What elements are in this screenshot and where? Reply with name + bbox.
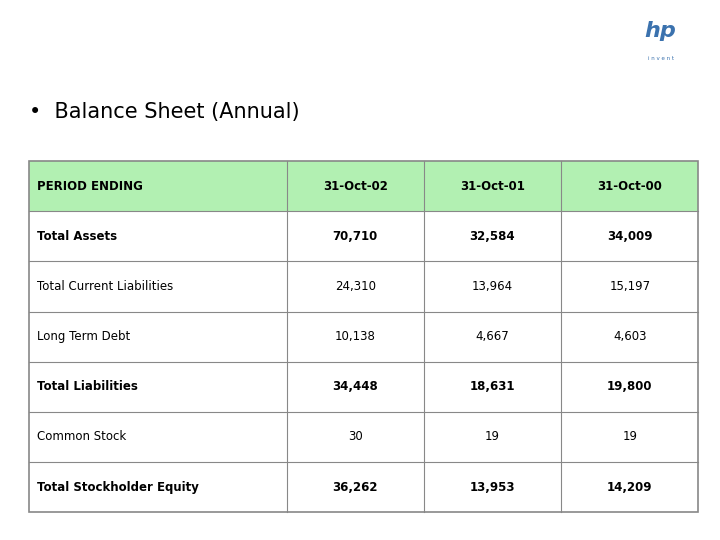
Bar (29, 362, 698, 412)
Text: 24,310: 24,310 (335, 280, 376, 293)
Text: 31-Oct-01: 31-Oct-01 (460, 180, 525, 193)
Text: hp: hp (644, 21, 677, 41)
Text: 34,448: 34,448 (333, 380, 378, 393)
Text: 19,800: 19,800 (607, 380, 652, 393)
Text: Total Liabilities: Total Liabilities (37, 380, 138, 393)
Text: 4,603: 4,603 (613, 330, 647, 343)
Text: 36,262: 36,262 (333, 481, 378, 494)
Bar (29, 412, 698, 462)
Text: PERIOD ENDING: PERIOD ENDING (37, 180, 143, 193)
Text: 19: 19 (485, 430, 500, 443)
Bar (29, 261, 698, 312)
Bar (29, 161, 698, 512)
Text: 70,710: 70,710 (333, 230, 378, 243)
Text: 10,138: 10,138 (335, 330, 376, 343)
Text: 18,631: 18,631 (469, 380, 516, 393)
Text: 15,197: 15,197 (609, 280, 650, 293)
FancyBboxPatch shape (601, 5, 720, 75)
Text: 34,009: 34,009 (607, 230, 652, 243)
Text: Total Assets: Total Assets (37, 230, 117, 243)
Text: Financial Statement Analysis: Financial Statement Analysis (22, 28, 477, 56)
Text: •  Balance Sheet (Annual): • Balance Sheet (Annual) (29, 103, 300, 123)
Text: 4,667: 4,667 (476, 330, 509, 343)
Text: Total Current Liabilities: Total Current Liabilities (37, 280, 174, 293)
Text: 31-Oct-00: 31-Oct-00 (598, 180, 662, 193)
Bar (29, 161, 698, 211)
Text: 19: 19 (622, 430, 637, 443)
Text: 31-Oct-02: 31-Oct-02 (323, 180, 387, 193)
Bar (29, 312, 698, 362)
Text: 13,953: 13,953 (469, 481, 516, 494)
Text: Total Stockholder Equity: Total Stockholder Equity (37, 481, 199, 494)
Text: Common Stock: Common Stock (37, 430, 127, 443)
Bar (29, 462, 698, 512)
Text: i n v e n t: i n v e n t (647, 56, 674, 61)
Text: 14,209: 14,209 (607, 481, 652, 494)
Bar (29, 211, 698, 261)
Text: 30: 30 (348, 430, 363, 443)
Text: Long Term Debt: Long Term Debt (37, 330, 131, 343)
Text: 13,964: 13,964 (472, 280, 513, 293)
Text: 32,584: 32,584 (469, 230, 516, 243)
